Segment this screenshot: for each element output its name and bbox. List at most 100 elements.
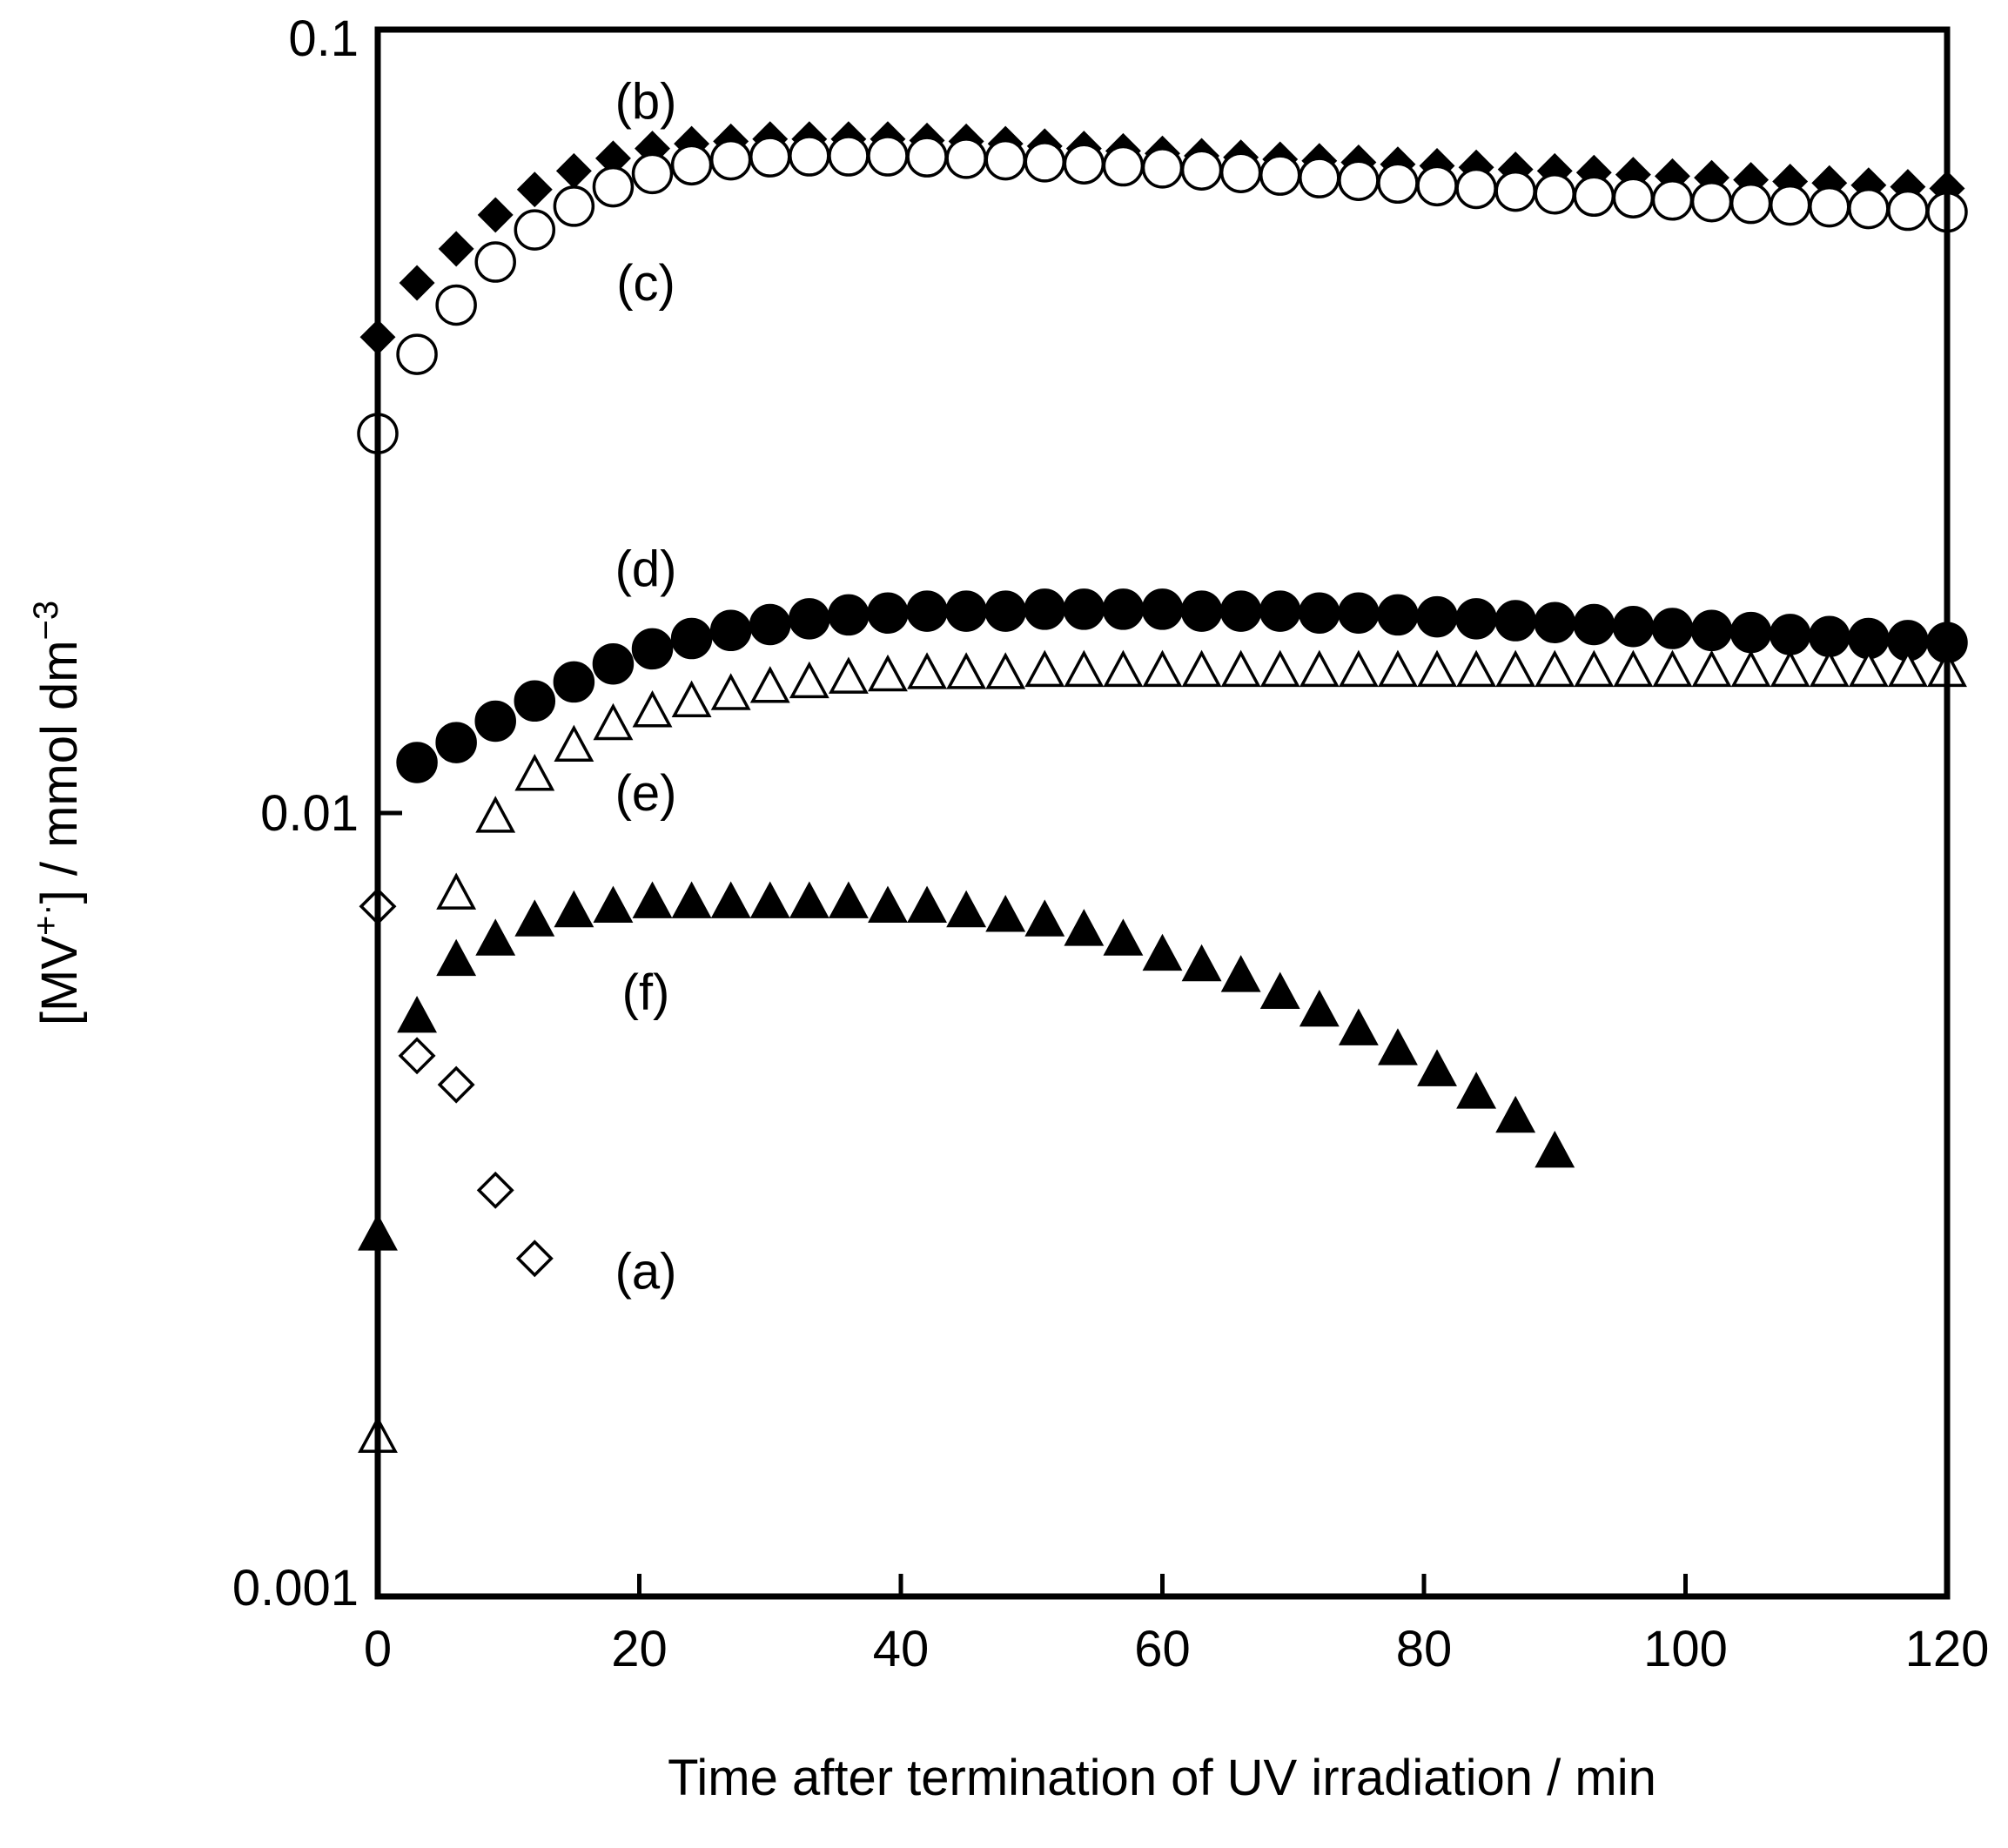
data-point <box>514 680 556 722</box>
data-point <box>632 690 673 728</box>
data-point <box>514 754 555 791</box>
data-point <box>514 899 555 937</box>
data-point <box>1063 588 1105 630</box>
data-point <box>1259 649 1300 688</box>
data-point <box>1887 189 1929 232</box>
data-point <box>1338 649 1379 688</box>
data-point <box>670 617 713 660</box>
data-point <box>436 872 477 910</box>
data-point <box>710 881 751 918</box>
data-point <box>789 135 830 177</box>
data-point <box>907 885 947 924</box>
series-f <box>358 881 1575 1251</box>
data-point <box>906 136 948 178</box>
data-point <box>592 165 635 208</box>
data-point <box>906 590 948 632</box>
data-point <box>1299 989 1340 1027</box>
data-point <box>1887 649 1928 688</box>
data-point <box>396 333 438 375</box>
data-point <box>1063 143 1105 185</box>
data-point <box>1574 649 1615 688</box>
data-point <box>1417 649 1457 688</box>
data-point <box>1809 185 1850 228</box>
data-point <box>1809 649 1850 688</box>
data-point <box>435 722 477 763</box>
data-point <box>749 603 791 646</box>
data-point <box>1651 179 1694 221</box>
data-point <box>1259 971 1300 1009</box>
data-point <box>1729 611 1772 654</box>
data-point <box>1535 649 1575 688</box>
data-point <box>1024 588 1066 630</box>
data-point <box>789 598 830 640</box>
data-point <box>907 652 947 689</box>
data-point <box>984 138 1026 181</box>
data-point <box>553 185 595 227</box>
data-point <box>828 135 870 177</box>
data-point <box>1142 933 1183 971</box>
x-tick-label: 20 <box>611 1621 668 1677</box>
data-point <box>1534 601 1575 644</box>
data-point <box>1378 1028 1418 1065</box>
y-axis-title: [MV+·] / mmol dm−3 <box>27 601 88 1025</box>
data-point <box>1494 600 1536 642</box>
x-tick-label: 120 <box>1905 1621 1990 1677</box>
series-layer <box>357 121 1968 1454</box>
data-point <box>946 652 987 689</box>
data-point <box>1769 184 1811 226</box>
y-axis-title-unit-superscript: −3 <box>27 601 65 641</box>
data-point <box>397 995 438 1033</box>
data-point <box>1495 649 1536 688</box>
data-point <box>1456 649 1497 688</box>
data-point <box>1064 909 1105 946</box>
data-point <box>1102 588 1145 630</box>
data-point <box>789 881 829 918</box>
tick-label-layer: 0 20 40 60 80 100 120 0.001 0.01 0.1 <box>232 10 1990 1677</box>
data-point <box>984 590 1026 632</box>
data-point <box>475 796 516 833</box>
data-point <box>1219 590 1262 632</box>
data-point <box>1729 182 1772 225</box>
series-label: (d) <box>615 541 677 597</box>
tick-layer <box>375 27 1950 1599</box>
data-point <box>1181 944 1222 982</box>
data-point <box>868 885 908 924</box>
y-axis-title-superscript: +· <box>27 904 65 936</box>
data-point <box>1652 649 1693 688</box>
data-point <box>1064 649 1105 688</box>
data-point <box>710 673 751 710</box>
data-point <box>477 197 514 233</box>
data-point <box>593 702 634 741</box>
data-point <box>1417 1049 1457 1086</box>
data-point <box>1848 187 1890 230</box>
data-point <box>1573 175 1615 218</box>
data-point <box>749 136 791 178</box>
data-point <box>1377 162 1419 205</box>
data-point <box>828 594 870 636</box>
data-point <box>1651 608 1694 649</box>
data-point <box>1338 159 1380 201</box>
x-tick-label: 0 <box>364 1621 392 1677</box>
data-point <box>631 152 674 195</box>
data-point <box>514 209 556 251</box>
series-label: (e) <box>615 765 677 822</box>
data-point <box>1259 590 1301 632</box>
data-point <box>749 666 790 703</box>
series-label: (f) <box>622 964 670 1021</box>
data-point <box>1613 649 1654 688</box>
annotation-layer: (b) (c) (d) (e) (f) (a) <box>615 73 677 1300</box>
data-point <box>1103 649 1144 688</box>
data-point <box>1416 165 1458 207</box>
data-point <box>437 1065 475 1104</box>
data-point <box>867 592 909 635</box>
data-point <box>1494 170 1536 212</box>
data-point <box>1299 649 1340 688</box>
data-point <box>1456 1072 1497 1109</box>
data-point <box>985 652 1026 689</box>
data-point <box>1691 649 1732 688</box>
data-point <box>1181 649 1222 688</box>
data-point <box>631 628 674 670</box>
x-tick-label: 40 <box>873 1621 930 1677</box>
data-point <box>1259 154 1301 196</box>
